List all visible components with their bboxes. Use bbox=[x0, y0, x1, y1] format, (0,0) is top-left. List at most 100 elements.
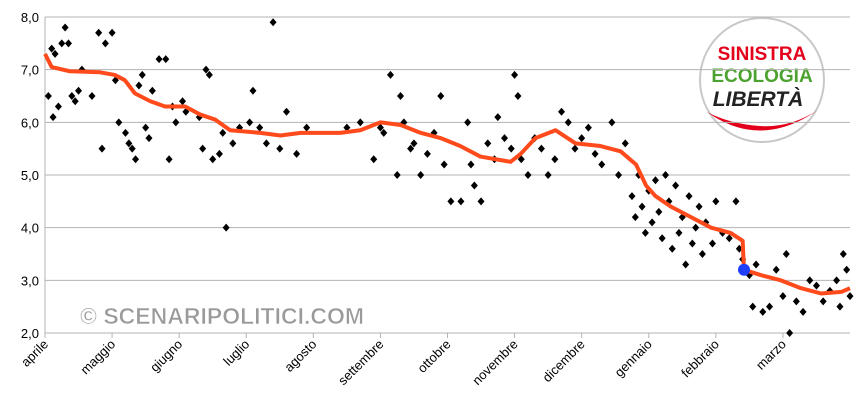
data-point bbox=[122, 128, 129, 137]
data-point bbox=[514, 92, 522, 100]
data-point bbox=[199, 144, 207, 153]
data-point bbox=[249, 86, 257, 95]
data-point bbox=[44, 92, 52, 100]
x-tick-label: marzo bbox=[753, 337, 789, 373]
x-tick-label: novembre bbox=[469, 337, 520, 388]
data-point bbox=[591, 149, 599, 158]
data-point bbox=[698, 250, 706, 258]
y-tick-label: 8,0 bbox=[21, 10, 39, 25]
data-point bbox=[148, 86, 156, 95]
data-point bbox=[437, 92, 445, 100]
x-tick-label: gennaio bbox=[612, 337, 655, 380]
data-point bbox=[658, 234, 666, 243]
data-point bbox=[467, 160, 475, 169]
data-point bbox=[564, 118, 572, 127]
data-point bbox=[162, 55, 170, 64]
data-point bbox=[205, 70, 213, 79]
data-point bbox=[732, 197, 740, 206]
data-point bbox=[138, 70, 146, 79]
data-point bbox=[58, 39, 66, 48]
data-point bbox=[662, 171, 670, 179]
data-point bbox=[54, 102, 62, 111]
data-point bbox=[142, 123, 150, 132]
y-tick-label: 6,0 bbox=[21, 115, 39, 130]
data-point bbox=[839, 250, 847, 258]
y-tick-label: 2,0 bbox=[21, 326, 39, 341]
data-point bbox=[672, 181, 680, 190]
data-point bbox=[766, 302, 773, 311]
data-point bbox=[692, 223, 700, 232]
data-point bbox=[584, 123, 592, 132]
data-point bbox=[507, 144, 515, 153]
data-point bbox=[125, 139, 133, 148]
data-point bbox=[675, 228, 683, 237]
x-tick-label: luglio bbox=[220, 337, 252, 369]
data-point bbox=[397, 92, 405, 100]
data-point bbox=[51, 49, 59, 58]
data-point bbox=[598, 160, 606, 169]
data-point bbox=[343, 123, 351, 132]
data-point bbox=[631, 213, 639, 222]
data-point bbox=[155, 55, 163, 64]
data-point bbox=[209, 155, 217, 164]
data-point bbox=[470, 181, 478, 190]
x-tick-label: maggio bbox=[77, 337, 118, 378]
data-point bbox=[685, 192, 693, 201]
data-point bbox=[165, 155, 173, 164]
data-point bbox=[641, 228, 649, 237]
data-point bbox=[836, 302, 844, 311]
x-tick-label: febbraio bbox=[678, 337, 722, 381]
data-point bbox=[61, 23, 69, 32]
data-point bbox=[417, 171, 425, 179]
data-point bbox=[215, 149, 223, 158]
data-point bbox=[752, 260, 760, 269]
data-point bbox=[668, 244, 676, 253]
data-point bbox=[682, 260, 690, 269]
data-point bbox=[843, 265, 851, 274]
x-tick-label: aprile bbox=[18, 337, 51, 370]
data-point bbox=[786, 329, 794, 337]
data-point bbox=[49, 113, 57, 122]
data-point bbox=[71, 97, 79, 106]
data-point bbox=[833, 276, 841, 285]
data-point bbox=[501, 134, 509, 143]
data-point bbox=[537, 144, 545, 153]
data-point bbox=[380, 128, 388, 137]
data-point bbox=[370, 155, 378, 164]
data-point bbox=[145, 134, 153, 143]
y-tick-label: 4,0 bbox=[21, 221, 39, 236]
data-point bbox=[303, 123, 311, 132]
data-point bbox=[393, 171, 401, 179]
data-point bbox=[423, 149, 431, 158]
data-point bbox=[75, 86, 83, 95]
data-point bbox=[108, 28, 116, 37]
data-point bbox=[651, 176, 659, 185]
data-point bbox=[48, 44, 56, 53]
data-point bbox=[376, 123, 384, 132]
watermark: © SCENARIPOLITICI.COM bbox=[80, 303, 364, 329]
data-point bbox=[749, 302, 757, 311]
data-point bbox=[571, 144, 579, 153]
data-point bbox=[812, 281, 820, 290]
data-point bbox=[95, 28, 103, 37]
data-point bbox=[608, 118, 616, 127]
data-point bbox=[544, 171, 552, 179]
data-point bbox=[68, 92, 76, 100]
data-point bbox=[524, 171, 532, 179]
y-tick-label: 7,0 bbox=[21, 63, 39, 78]
data-point bbox=[101, 39, 109, 48]
data-point bbox=[712, 197, 720, 206]
data-point bbox=[695, 202, 703, 211]
data-point bbox=[447, 197, 455, 206]
x-tick-label: dicembre bbox=[539, 337, 587, 385]
data-point bbox=[386, 70, 394, 79]
data-point bbox=[128, 144, 136, 153]
x-tick-label: settembre bbox=[335, 337, 386, 388]
data-point bbox=[551, 155, 559, 164]
data-point bbox=[792, 297, 800, 306]
data-point bbox=[477, 197, 485, 206]
data-point bbox=[222, 223, 230, 232]
x-tick-label: ottobre bbox=[414, 337, 453, 376]
trend-line bbox=[43, 52, 851, 296]
data-point bbox=[246, 118, 254, 127]
